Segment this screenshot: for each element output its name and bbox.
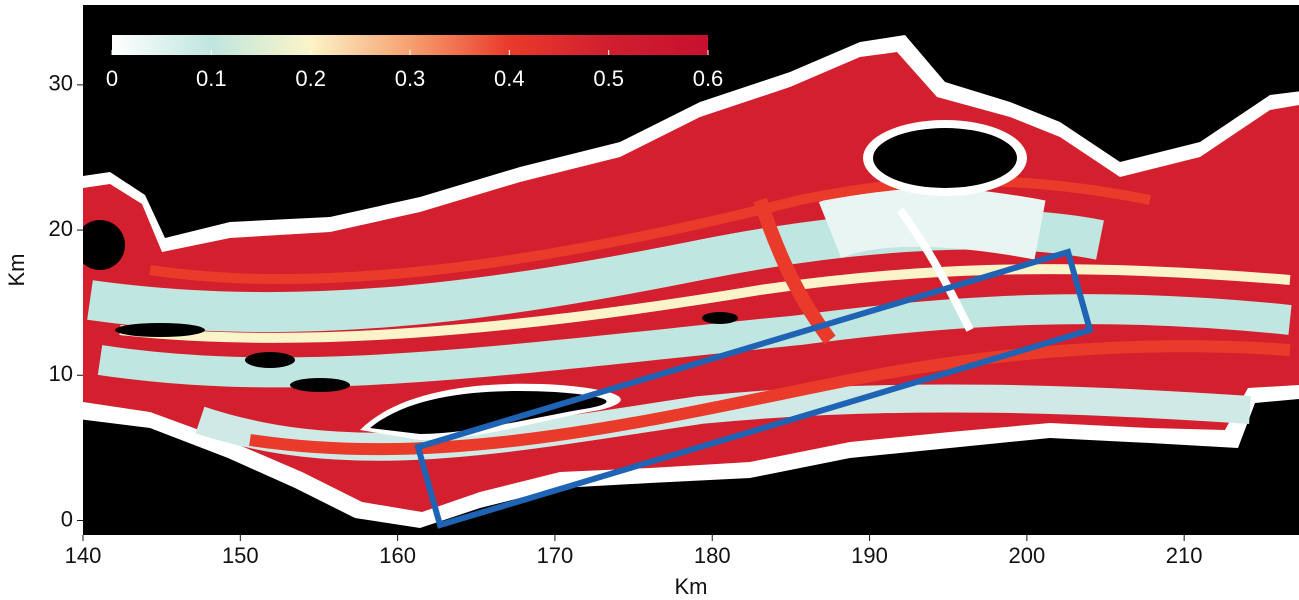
colorbar-tick-label: 0.2 xyxy=(295,66,326,91)
y-tick-label: 10 xyxy=(49,361,73,386)
x-tick-label: 170 xyxy=(537,543,574,568)
y-axis-label: Km xyxy=(4,254,29,287)
colorbar-tick-label: 0.3 xyxy=(395,66,426,91)
colorbar-gradient xyxy=(112,35,708,55)
x-tick-label: 180 xyxy=(694,543,731,568)
x-tick-label: 140 xyxy=(65,543,102,568)
y-tick-label: 20 xyxy=(49,216,73,241)
y-tick-label: 0 xyxy=(61,506,73,531)
colorbar: 0 0.1 0.2 0.3 0.4 0.5 0.6 xyxy=(106,35,723,91)
colorbar-tick-label: 0.1 xyxy=(196,66,227,91)
x-tick-label: 210 xyxy=(1166,543,1203,568)
highlight-box xyxy=(414,248,1094,529)
x-tick-label: 160 xyxy=(379,543,416,568)
x-tick-label: 190 xyxy=(851,543,888,568)
colorbar-tick-label: 0.6 xyxy=(693,66,724,91)
x-tick-label: 150 xyxy=(222,543,259,568)
colorbar-tick-label: 0.5 xyxy=(593,66,624,91)
x-axis-label: Km xyxy=(675,574,708,599)
y-tick-label: 30 xyxy=(49,71,73,96)
colorbar-tick-label: 0 xyxy=(106,66,118,91)
colorbar-tick-label: 0.4 xyxy=(494,66,525,91)
river-field xyxy=(83,35,1299,528)
x-tick-label: 200 xyxy=(1008,543,1045,568)
